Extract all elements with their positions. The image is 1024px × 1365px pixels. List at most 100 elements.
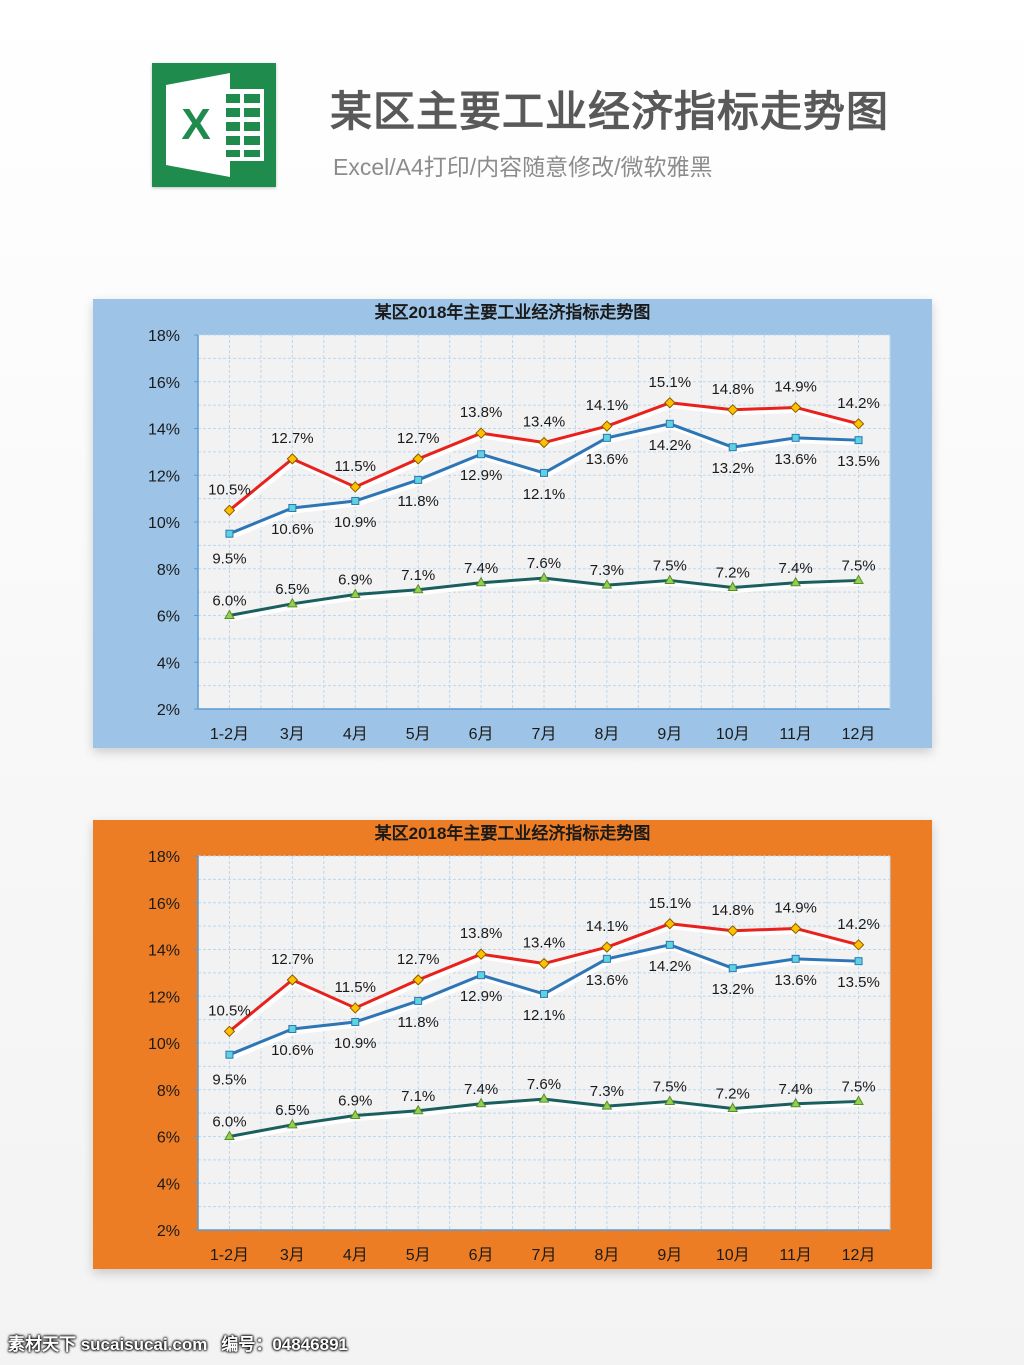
data-point-triangle <box>224 1130 235 1140</box>
data-label: 6.9% <box>338 1092 372 1109</box>
x-tick-label: 5月 <box>406 726 431 743</box>
data-point-diamond <box>223 1025 236 1038</box>
data-point-square <box>288 1024 297 1033</box>
data-point-square <box>854 957 863 966</box>
data-label: 13.6% <box>774 451 817 468</box>
data-point-diamond <box>789 401 802 414</box>
data-point-triangle <box>412 1104 424 1115</box>
data-label: 13.5% <box>837 974 880 991</box>
data-point-triangle <box>224 609 235 619</box>
y-tick-label: 6% <box>157 1130 180 1147</box>
y-tick-label: 8% <box>157 562 180 579</box>
data-label: 13.4% <box>523 414 566 431</box>
y-tick-label: 10% <box>148 1036 180 1053</box>
data-point-square <box>791 954 800 963</box>
data-label: 13.4% <box>523 935 566 952</box>
data-point-triangle <box>727 1102 739 1112</box>
data-point-triangle <box>853 574 864 584</box>
data-label: 9.5% <box>212 551 246 568</box>
y-tick-label: 16% <box>148 896 180 913</box>
data-label: 14.2% <box>649 437 692 454</box>
data-label: 15.1% <box>649 374 692 391</box>
data-label: 7.3% <box>590 562 624 579</box>
data-point-diamond <box>223 504 236 517</box>
line-chart-orange: 某区2018年主要工业经济指标走势图 18% 16% 14% 12% 10% 8% 6% 4% 2… <box>148 823 891 1264</box>
data-label: 13.8% <box>460 404 503 421</box>
data-point-square <box>477 971 486 980</box>
data-label: 6.0% <box>212 593 246 610</box>
x-tick-label: 9月 <box>657 1247 682 1264</box>
x-tick-label: 12月 <box>842 1247 876 1264</box>
excel-icon: X <box>152 63 276 187</box>
data-point-triangle <box>475 1097 487 1108</box>
data-label: 10.6% <box>271 1042 314 1059</box>
data-point-diamond <box>727 404 739 416</box>
data-point-square <box>791 433 800 442</box>
data-point-square <box>288 503 297 512</box>
y-tick-label: 2% <box>157 1223 180 1240</box>
y-tick-label: 18% <box>148 849 180 866</box>
excel-logo: X <box>152 63 276 187</box>
data-label: 7.3% <box>590 1083 624 1100</box>
data-point-square <box>477 450 486 459</box>
data-point-square <box>665 419 674 428</box>
data-label: 7.2% <box>716 564 750 581</box>
data-point-diamond <box>601 941 613 953</box>
y-tick-label: 16% <box>148 375 180 392</box>
data-point-diamond <box>412 453 424 465</box>
x-tick-label: 7月 <box>532 726 557 743</box>
data-point-square <box>665 940 674 949</box>
data-label: 13.6% <box>586 451 629 468</box>
data-point-diamond <box>286 453 299 465</box>
data-label: 7.4% <box>464 1081 498 1098</box>
data-point-diamond <box>601 420 613 432</box>
data-point-diamond <box>475 948 487 960</box>
page-subtitle: Excel/A4打印/内容随意修改/微软雅黑 <box>333 154 713 180</box>
x-tick-label: 9月 <box>657 726 682 743</box>
data-label: 14.9% <box>774 899 817 916</box>
data-label: 7.5% <box>653 557 687 574</box>
line-chart-blue: 某区2018年主要工业经济指标走势图 18% 16% 14% 12% 10% 8% 6% 4% 2… <box>148 302 891 743</box>
chart-title: 某区2018年主要工业经济指标走势图 <box>375 823 651 843</box>
data-point-triangle <box>853 1095 864 1105</box>
data-point-triangle <box>790 1097 801 1108</box>
data-point-diamond <box>538 436 550 449</box>
data-label: 15.1% <box>649 895 692 912</box>
y-tick-label: 4% <box>157 655 180 672</box>
x-tick-label: 4月 <box>343 1247 368 1264</box>
data-label: 12.7% <box>271 430 314 447</box>
data-label: 12.1% <box>523 1007 566 1024</box>
data-point-triangle <box>790 576 801 587</box>
x-tick-label: 4月 <box>343 726 368 743</box>
y-tick-label: 14% <box>148 943 180 960</box>
data-point-diamond <box>664 397 676 409</box>
y-tick-label: 4% <box>157 1176 180 1193</box>
data-point-diamond <box>727 925 739 937</box>
data-point-square <box>540 468 548 477</box>
data-label: 12.9% <box>460 988 503 1005</box>
x-tick-label: 8月 <box>594 1247 619 1264</box>
data-label: 14.8% <box>711 381 754 398</box>
data-label: 11.5% <box>335 979 376 996</box>
data-label: 11.8% <box>397 1014 438 1031</box>
data-point-square <box>728 964 737 973</box>
watermark-site: 素材天下 sucaisucai.com <box>8 1335 208 1354</box>
y-tick-label: 12% <box>148 468 180 485</box>
y-tick-label: 2% <box>157 702 180 719</box>
page-title: 某区主要工业经济指标走势图 <box>330 88 890 135</box>
y-tick-label: 8% <box>157 1083 180 1100</box>
x-tick-label: 12月 <box>842 726 876 743</box>
x-tick-label: 1-2月 <box>210 1247 249 1264</box>
data-point-square <box>540 989 548 998</box>
data-label: 13.8% <box>460 925 503 942</box>
data-label: 7.4% <box>464 560 498 577</box>
chart-panel-blue: 某区2018年主要工业经济指标走势图 18% 16% 14% 12% 10% 8% 6% 4% 2… <box>93 299 932 748</box>
data-point-square <box>728 443 737 452</box>
data-point-square <box>225 529 234 538</box>
chart-title: 某区2018年主要工业经济指标走势图 <box>375 302 651 322</box>
data-point-diamond <box>286 974 299 986</box>
data-label: 12.7% <box>397 951 440 968</box>
data-point-triangle <box>287 1118 298 1129</box>
data-label: 6.0% <box>212 1114 246 1131</box>
data-point-triangle <box>349 588 361 598</box>
